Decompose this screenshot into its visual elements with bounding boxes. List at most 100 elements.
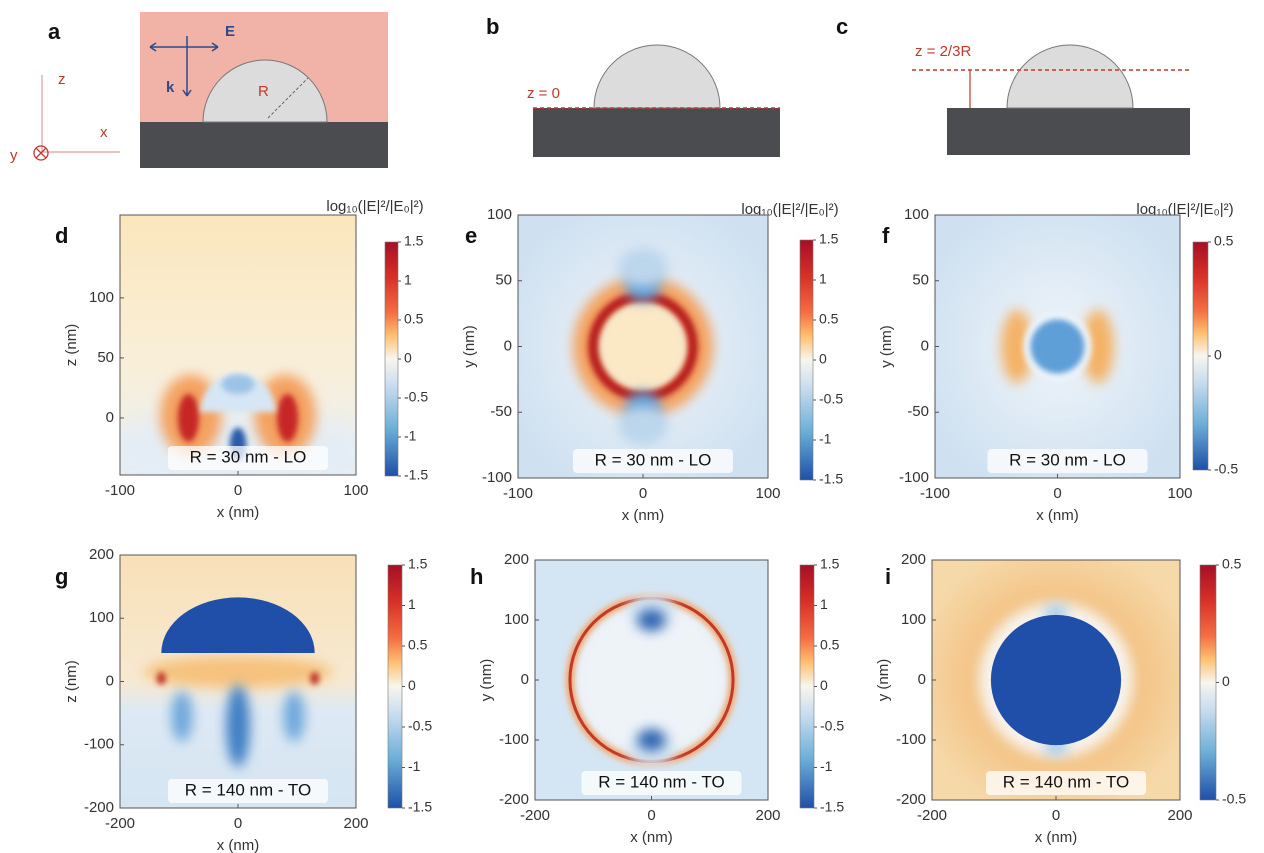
- x-tick-label: 0: [234, 815, 242, 832]
- colorbar-tick-label: -1.5: [408, 799, 432, 815]
- colorbar-tick-label: 1.5: [820, 556, 840, 572]
- axis-label: y: [10, 147, 18, 164]
- field-map: -200 0 200 -200 -100 0 100 200 x (nm) z (nm) g R = …: [55, 546, 432, 853]
- panel-label: i: [885, 564, 891, 589]
- colorbar-tick-label: -0.5: [1214, 461, 1238, 477]
- caption-box: [168, 779, 328, 803]
- radius-label: R: [258, 83, 269, 100]
- panel-label: g: [55, 564, 68, 589]
- field-feature: [637, 609, 666, 631]
- x-axis-label: x (nm): [630, 829, 673, 846]
- colorbar-tick-label: 0.5: [408, 637, 428, 653]
- colorbar: [799, 239, 814, 481]
- colorbar-tick-label: -1.5: [404, 467, 428, 483]
- colorbar-tick-label: 0.5: [1222, 556, 1242, 572]
- x-tick-label: 0: [647, 807, 655, 824]
- colorbar-tick-label: 0: [819, 351, 827, 367]
- y-axis-label: y (nm): [875, 659, 892, 702]
- colorbar: [1192, 241, 1209, 471]
- field-feature: [618, 247, 668, 288]
- y-axis-label: y (nm): [461, 325, 478, 368]
- colorbar: [1199, 564, 1217, 801]
- field-core: [572, 601, 731, 759]
- y-tick-label: 100: [504, 611, 529, 628]
- field-feature: [309, 672, 320, 685]
- colorbar-tick-label: 1: [820, 596, 828, 612]
- axis-label: x: [100, 124, 108, 141]
- colorbar-tick-label: -0.5: [819, 391, 843, 407]
- y-axis-label: z (nm): [63, 324, 80, 367]
- x-axis-label: x (nm): [622, 507, 665, 524]
- panel-label: f: [882, 223, 890, 248]
- caption-box: [168, 446, 328, 470]
- caption: R = 140 nm - TO: [1003, 772, 1129, 791]
- caption: R = 30 nm - LO: [595, 450, 712, 469]
- y-tick-label: 50: [495, 272, 512, 289]
- colorbar-title: log₁₀(|E|²/|E₀|²): [741, 201, 838, 218]
- colorbar: [799, 564, 815, 809]
- particle: [1006, 44, 1134, 109]
- colorbar-tick-label: 1: [404, 272, 412, 288]
- y-tick-label: -100: [482, 469, 512, 486]
- substrate: [947, 108, 1190, 155]
- colorbar: [384, 241, 399, 477]
- field-feature: [143, 656, 333, 688]
- x-tick-label: -200: [520, 807, 550, 824]
- heatmap: [935, 215, 1180, 478]
- x-tick-label: -100: [920, 485, 950, 502]
- colorbar-tick-label: 0: [1222, 673, 1230, 689]
- y-tick-label: 100: [904, 206, 929, 223]
- field-map: -100 0 100 -100 -50 0 50 100 x (nm) y (nm) f R = 30…: [878, 206, 1238, 524]
- panel-label: h: [470, 564, 483, 589]
- heatmap: [120, 215, 356, 475]
- y-tick-label: 0: [106, 672, 114, 689]
- schematic-b: b z = 0: [486, 14, 780, 157]
- field-map: -200 0 200 -200 -100 0 100 200 x (nm) y (nm) h R = …: [470, 551, 844, 846]
- panel-label: a: [48, 19, 61, 44]
- colorbar-title: log₁₀(|E|²/|E₀|²): [326, 198, 423, 215]
- out-of-plane-symbol: [33, 145, 49, 161]
- field-map: -100 0 100 0 50 100 x (nm) z (nm) d R = 30 nm - L…: [55, 214, 428, 521]
- field-core: [601, 305, 685, 388]
- k-label: k: [166, 79, 175, 96]
- field-map: -200 0 200 -200 -100 0 100 200 x (nm) y (nm) i R = …: [875, 551, 1246, 846]
- y-tick-label: 100: [89, 609, 114, 626]
- field-feature: [177, 393, 200, 442]
- field-label: E: [225, 23, 235, 40]
- schematic-a: a z x y R E k: [10, 12, 388, 168]
- y-tick-label: 100: [487, 206, 512, 223]
- plane-label: z = 2/3R: [915, 43, 971, 60]
- field-feature: [226, 684, 250, 767]
- colorbar-tick-label: 1.5: [408, 556, 428, 572]
- caption-box: [986, 771, 1146, 795]
- colorbar-tick-label: -1: [819, 431, 832, 447]
- field-core: [1030, 319, 1085, 374]
- schematic-c: c z = 2/3R: [836, 14, 1192, 155]
- heatmap: [120, 555, 356, 808]
- y-axis-label: y (nm): [478, 659, 495, 702]
- y-tick-label: 0: [918, 671, 926, 688]
- x-tick-label: 100: [1167, 485, 1192, 502]
- colorbar-tick-label: -1.5: [820, 799, 844, 815]
- caption: R = 30 nm - LO: [190, 447, 307, 466]
- caption: R = 30 nm - LO: [1009, 450, 1126, 469]
- axis-label: z: [58, 71, 66, 88]
- field-map: -100 0 100 -100 -50 0 50 100 x (nm) y (nm) e R = 30…: [461, 206, 843, 524]
- y-axis-label: y (nm): [878, 325, 895, 368]
- caption: R = 140 nm - TO: [185, 780, 311, 799]
- colorbar-tick-label: -1.5: [819, 471, 843, 487]
- field-arrow: [149, 42, 219, 52]
- x-tick-label: 0: [234, 482, 242, 499]
- field-feature: [276, 393, 299, 442]
- colorbar-tick-label: -0.5: [408, 718, 432, 734]
- plane-label: z = 0: [527, 85, 560, 102]
- colorbar-tick-label: 0.5: [404, 311, 424, 327]
- colorbar-tick-label: 1: [408, 596, 416, 612]
- panel-label: e: [465, 223, 477, 248]
- substrate: [140, 122, 388, 168]
- y-tick-label: -100: [84, 736, 114, 753]
- y-tick-label: -200: [84, 799, 114, 816]
- y-tick-label: -50: [490, 403, 512, 420]
- y-tick-label: 200: [901, 551, 926, 568]
